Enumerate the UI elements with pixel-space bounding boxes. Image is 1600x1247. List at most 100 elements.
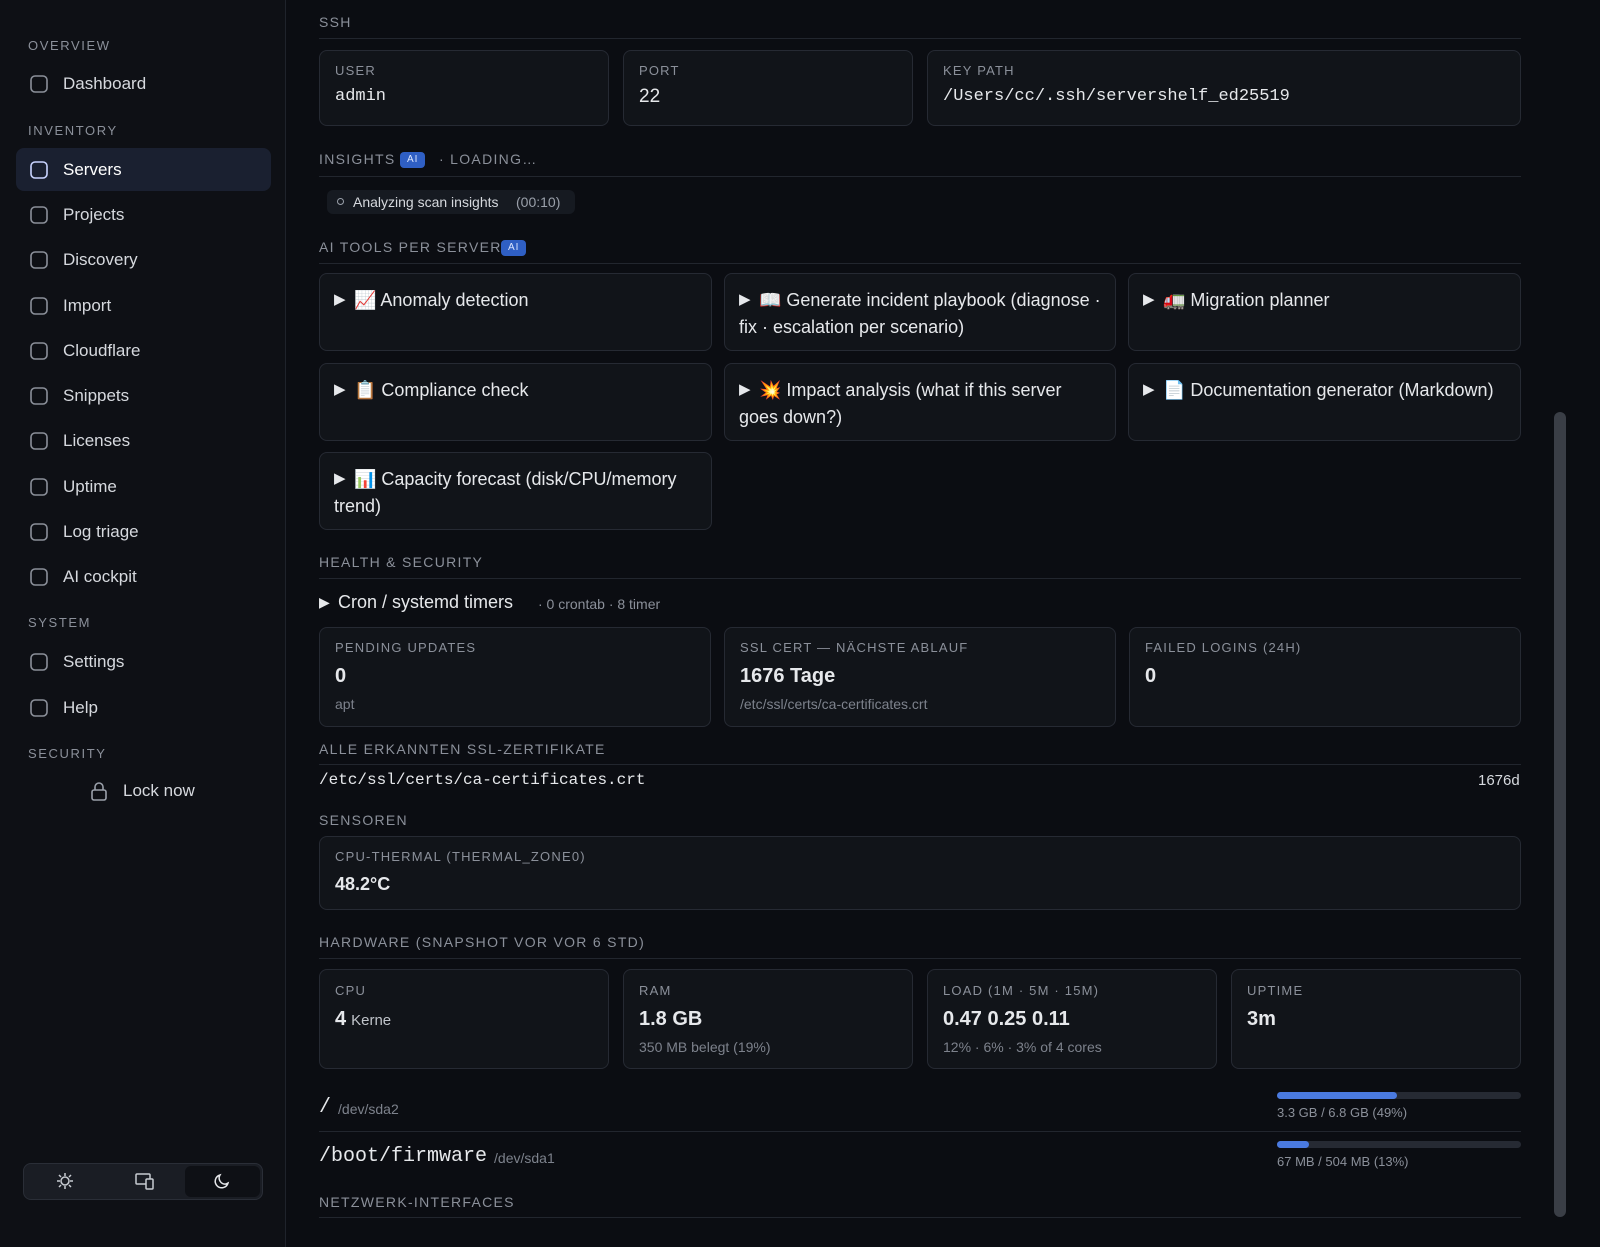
nav-icon xyxy=(30,432,48,450)
divider xyxy=(319,578,1521,579)
nav-item[interactable]: AI cockpit xyxy=(63,566,137,586)
tool-label: 📋 Compliance check xyxy=(354,380,529,400)
expand-arrow: ▶ xyxy=(1143,291,1155,308)
nav-item[interactable]: Uptime xyxy=(63,476,117,496)
stat-value: 1676 Tage xyxy=(740,665,836,687)
chip-dot xyxy=(337,198,344,205)
tool-label: 📄 Documentation generator (Markdown) xyxy=(1163,380,1494,400)
nav-item[interactable]: Import xyxy=(63,295,112,315)
tool-label: 📈 Anomaly detection xyxy=(354,290,529,310)
usage-track xyxy=(1277,1141,1521,1148)
nav-icon xyxy=(30,523,48,541)
ssh-field xyxy=(319,50,609,126)
ai-tool[interactable]: ▶ 📈 Anomaly detection xyxy=(319,273,712,351)
ai-tool[interactable]: ▶ 📄 Documentation generator (Markdown) xyxy=(1128,363,1521,441)
field-value: admin xyxy=(335,86,387,106)
tool-label: 🚛 Migration planner xyxy=(1163,290,1330,310)
nav-item[interactable]: Dashboard xyxy=(63,73,147,93)
expand-arrow: ▶ xyxy=(334,291,346,308)
stat-label: PENDING UPDATES xyxy=(335,640,477,656)
usage-track xyxy=(1277,1092,1521,1099)
hw-unit: Kerne xyxy=(351,1012,392,1029)
nav-icon xyxy=(30,478,48,496)
nav-icon xyxy=(30,161,48,179)
hw-label: LOAD (1M · 5M · 15M) xyxy=(943,983,1100,999)
nav-icon xyxy=(30,297,48,315)
usage-bar xyxy=(1277,1141,1309,1148)
hw-card xyxy=(623,969,913,1069)
hw-value: 1.8 GB xyxy=(639,1008,703,1030)
nav-item[interactable]: Licenses xyxy=(63,430,131,450)
field-label: USER xyxy=(335,63,376,79)
ai-tool[interactable]: ▶ 🚛 Migration planner xyxy=(1128,273,1521,351)
disk-mount: /boot/firmware xyxy=(319,1145,488,1168)
light-icon[interactable] xyxy=(56,1172,74,1190)
nav-item[interactable]: Log triage xyxy=(63,521,139,541)
nav-item[interactable]: Cloudflare xyxy=(63,340,141,360)
expand-arrow: ▶ xyxy=(334,381,346,398)
field-value: /Users/cc/.ssh/servershelf_ed25519 xyxy=(943,86,1290,106)
nav-active[interactable] xyxy=(16,148,271,191)
expand-arrow: ▶ xyxy=(334,470,346,487)
ai-badge: AI xyxy=(400,152,426,168)
nav-item[interactable]: Lock now xyxy=(123,780,195,800)
field-label: PORT xyxy=(639,63,680,79)
divider xyxy=(319,263,1521,264)
insights-status: · LOADING… xyxy=(439,150,538,167)
divider xyxy=(319,1217,1521,1218)
usage-bar xyxy=(1277,1092,1397,1099)
cron-toggle[interactable]: Cron / systemd timers xyxy=(338,592,514,613)
nav-item[interactable]: Discovery xyxy=(63,249,138,269)
tool-label: 📊 Capacity forecast (disk/CPU/memory tre… xyxy=(334,469,677,516)
stat-label: SSL CERT — NÄCHSTE ABLAUF xyxy=(740,640,969,656)
theme-dark-active[interactable] xyxy=(185,1166,260,1197)
disk-usage: 3.3 GB / 6.8 GB (49%) xyxy=(1277,1105,1408,1121)
system-icon[interactable] xyxy=(135,1172,155,1190)
nav-icon xyxy=(30,251,48,269)
stat-label: FAILED LOGINS (24H) xyxy=(1145,640,1302,656)
expand-arrow: ▶ xyxy=(739,291,751,308)
cron-meta: · 0 crontab · 8 timer xyxy=(538,595,661,612)
stat-card xyxy=(319,627,711,727)
section-title: SENSOREN xyxy=(319,811,408,828)
hw-card xyxy=(927,969,1217,1069)
stat-value: 0 xyxy=(1145,665,1157,687)
nav-item[interactable]: Projects xyxy=(63,204,125,224)
section-title: HARDWARE (SNAPSHOT VOR VOR 6 STD) xyxy=(319,933,646,950)
ai-tool[interactable]: ▶ 📖 Generate incident playbook (diagnose … xyxy=(724,273,1116,351)
hw-value: 3m xyxy=(1247,1008,1276,1030)
expand-arrow: ▶ xyxy=(1143,381,1155,398)
section-title: SSH xyxy=(319,13,352,30)
nav-item[interactable]: Snippets xyxy=(63,385,130,405)
ai-tool[interactable]: ▶ 💥 Impact analysis (what if this server … xyxy=(724,363,1116,441)
nav-section: SECURITY xyxy=(28,746,107,762)
section-title: NETZWERK-INTERFACES xyxy=(319,1193,515,1210)
chip-timer: (00:10) xyxy=(516,193,561,210)
section-title: ALLE ERKANNTEN SSL-ZERTIFIKATE xyxy=(319,740,606,757)
stat-card xyxy=(1129,627,1521,727)
scrollbar-thumb xyxy=(1554,412,1566,1217)
sensor-card xyxy=(319,836,1521,910)
nav-item[interactable]: Help xyxy=(63,697,98,717)
section-title: AI TOOLS PER SERVER xyxy=(319,238,502,255)
ai-tool[interactable]: ▶ 📋 Compliance check xyxy=(319,363,712,441)
hw-value: 4 xyxy=(335,1008,347,1030)
nav-item[interactable]: Settings xyxy=(63,651,125,671)
nav-section: INVENTORY xyxy=(28,123,118,139)
divider xyxy=(319,1131,1521,1132)
disk-device: /dev/sda2 xyxy=(338,1100,399,1117)
hw-label: UPTIME xyxy=(1247,983,1304,999)
nav-icon xyxy=(30,342,48,360)
ai-tool[interactable]: ▶ 📊 Capacity forecast (disk/CPU/memory tr… xyxy=(319,452,712,530)
disk-usage: 67 MB / 504 MB (13%) xyxy=(1277,1154,1409,1170)
insight-chip xyxy=(327,190,575,214)
hw-card xyxy=(1231,969,1521,1069)
nav-item[interactable]: Servers xyxy=(63,159,122,179)
tool-label: 📖 Generate incident playbook (diagnose ·… xyxy=(739,290,1101,337)
sidebar xyxy=(0,0,286,1247)
divider xyxy=(319,176,1521,177)
divider xyxy=(319,958,1521,959)
dark-icon[interactable] xyxy=(213,1172,231,1190)
ssh-field xyxy=(927,50,1521,126)
